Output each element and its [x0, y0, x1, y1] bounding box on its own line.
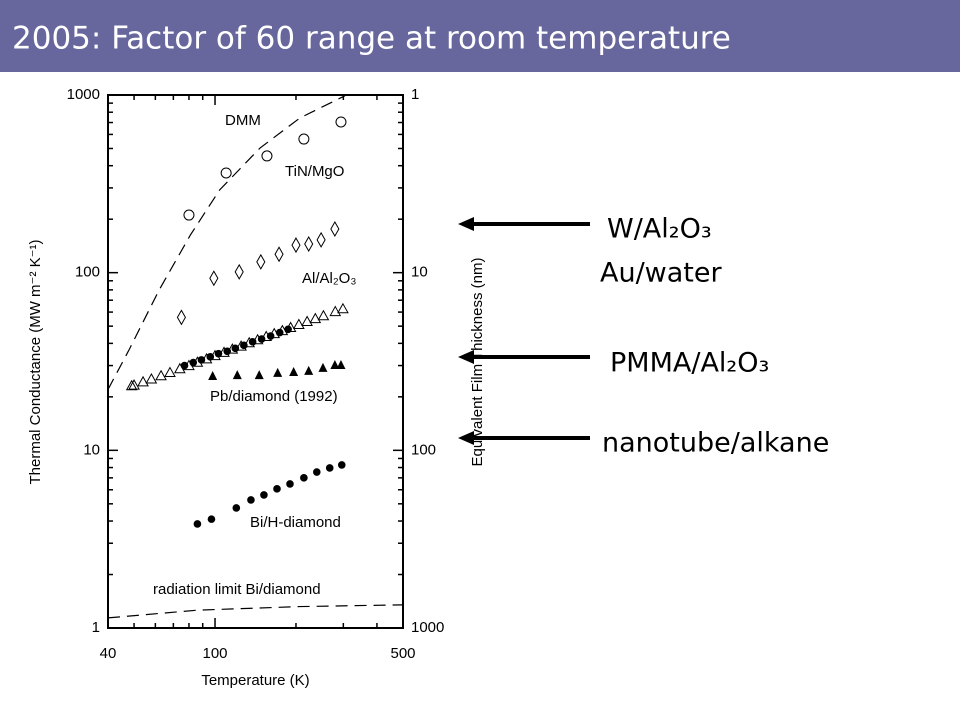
point: [273, 367, 283, 377]
point: [208, 371, 218, 381]
point: [286, 480, 294, 488]
point: [209, 270, 219, 287]
callout-label: W/Al₂O₃: [607, 214, 712, 245]
point: [214, 349, 223, 358]
series-label: Al/Al₂O₃: [302, 270, 356, 287]
slide-title: 2005: Factor of 60 range at room tempera…: [12, 21, 731, 57]
point: [298, 133, 310, 145]
point: [234, 263, 244, 280]
point: [337, 461, 346, 469]
plot-frame: [107, 94, 404, 629]
point: [232, 370, 242, 380]
point: [329, 305, 342, 317]
point: [232, 504, 241, 512]
point: [137, 375, 149, 387]
point: [304, 365, 314, 375]
point: [197, 356, 206, 364]
point: [206, 353, 215, 361]
point: [145, 372, 158, 384]
point: [291, 237, 301, 254]
y2-tick-label: 1000: [411, 619, 444, 636]
point: [128, 379, 140, 390]
x-tick-label: 40: [100, 645, 117, 662]
y2-axis-title: Equivalent Film Thickness (nm): [469, 258, 486, 467]
point: [193, 520, 202, 528]
y-tick-label: 10: [83, 441, 100, 458]
point: [304, 235, 314, 253]
y2-tick-label: 1: [411, 86, 419, 103]
point: [330, 221, 340, 238]
callout-arrows: [458, 217, 590, 445]
point: [284, 325, 292, 334]
point: [257, 335, 266, 343]
y2-tick-label: 10: [411, 264, 428, 281]
point: [164, 366, 176, 378]
point: [325, 464, 334, 472]
arrow-head: [458, 350, 474, 364]
y-tick-label: 100: [75, 264, 100, 281]
point: [231, 344, 240, 353]
point: [223, 347, 232, 356]
x-tick-label: 100: [203, 645, 228, 662]
point: [336, 360, 346, 370]
curve: [107, 604, 404, 619]
y-tick-label: 1: [92, 619, 100, 636]
arrow-head: [458, 431, 474, 445]
point: [220, 167, 232, 179]
callout-label: nanotube/alkane: [602, 428, 829, 459]
point: [316, 231, 326, 248]
point: [330, 360, 340, 370]
point: [317, 309, 330, 321]
point: [260, 491, 268, 499]
x-tick-label: 500: [390, 645, 415, 662]
point: [312, 468, 321, 476]
callout-label: PMMA/Al₂O₃: [610, 348, 769, 379]
series-label: TiN/MgO: [285, 163, 344, 180]
point: [273, 485, 281, 493]
point: [176, 309, 186, 326]
series-label: Pb/diamond (1992): [210, 388, 338, 405]
curve: [107, 95, 346, 390]
x-axis-title: Temperature (K): [201, 672, 309, 689]
point: [274, 246, 284, 263]
chart: 1 10 100 1000 1 10 100 1000 40 100 500 Temperature …: [27, 86, 486, 689]
y-tick-label: 1000: [67, 86, 100, 103]
point: [155, 369, 167, 381]
point: [125, 379, 138, 391]
point: [207, 515, 216, 523]
point: [289, 366, 299, 376]
point: [309, 312, 322, 324]
point: [240, 341, 248, 350]
point: [254, 370, 264, 380]
point: [266, 332, 275, 340]
point: [247, 496, 255, 504]
series-label: DMM: [225, 112, 261, 129]
point: [337, 302, 349, 314]
point: [189, 358, 198, 367]
arrow-head: [458, 217, 474, 231]
point: [335, 116, 347, 128]
series-label: Bi/H-diamond: [250, 514, 341, 531]
callout-label: Au/water: [600, 258, 723, 289]
point: [301, 315, 313, 327]
point: [256, 253, 266, 270]
series-label: radiation limit Bi/diamond: [153, 581, 321, 598]
y2-tick-label: 100: [411, 441, 436, 458]
point: [293, 318, 305, 329]
y-axis-title: Thermal Conductance (MW m⁻² K⁻¹): [27, 239, 44, 484]
point: [248, 338, 257, 346]
point: [318, 362, 328, 372]
point: [275, 328, 284, 337]
point: [180, 361, 189, 370]
point: [300, 474, 308, 482]
title-bar: [0, 0, 960, 72]
point: [183, 209, 195, 221]
point: [261, 150, 273, 162]
